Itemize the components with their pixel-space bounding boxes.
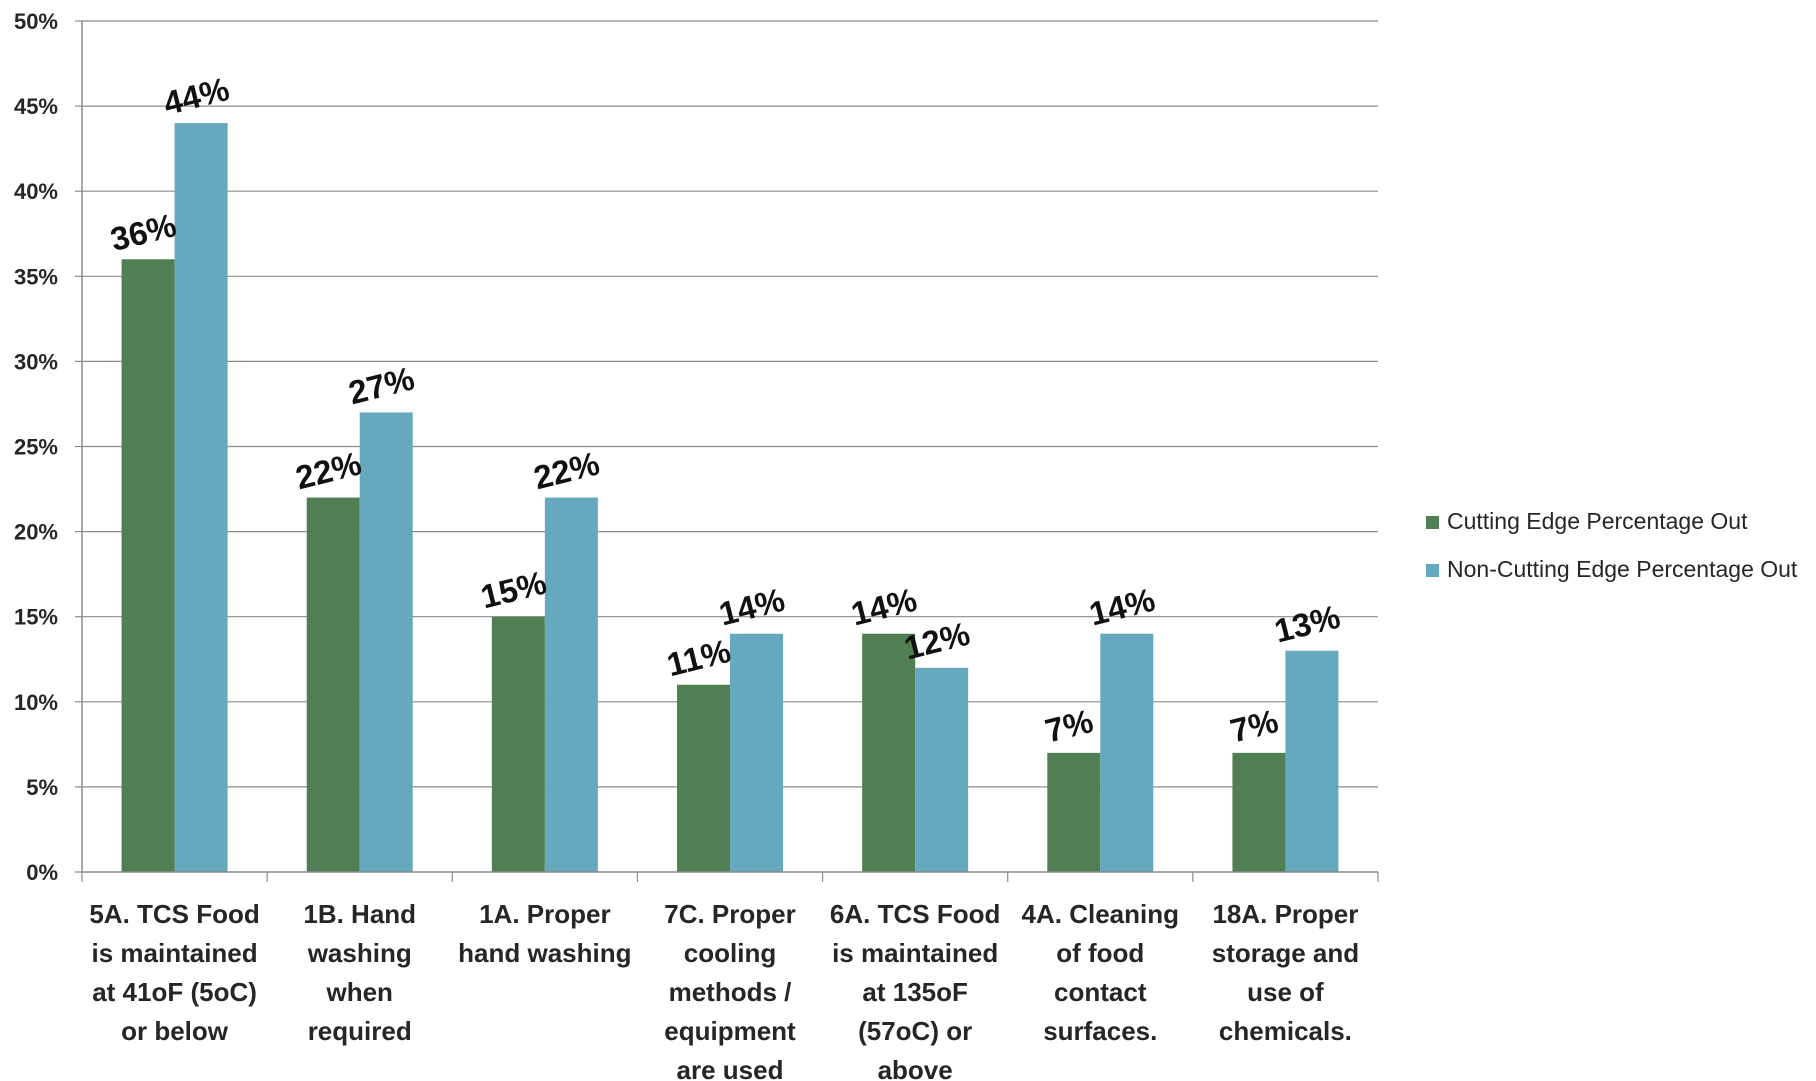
y-tick-label: 0%: [26, 860, 58, 885]
bar-non-cutting-edge: [1285, 650, 1339, 872]
bar-cutting-edge: [1232, 752, 1286, 872]
data-label: 14%: [1085, 581, 1158, 633]
legend-swatch: [1426, 516, 1439, 529]
data-label: 13%: [1271, 598, 1344, 650]
data-label: 22%: [530, 444, 603, 496]
y-tick-labels: 0% 5% 10% 15% 20% 25% 30% 35% 40% 45% 50%: [14, 9, 58, 885]
data-label: 44%: [160, 70, 233, 122]
bar-non-cutting-edge: [174, 123, 228, 873]
data-label: 22%: [292, 444, 365, 496]
y-tick-label: 30%: [14, 349, 58, 374]
bar-cutting-edge: [306, 497, 360, 872]
data-label: 15%: [477, 564, 550, 616]
y-tick-label: 35%: [14, 264, 58, 289]
bar-cutting-edge: [677, 684, 730, 872]
bars: [121, 123, 1339, 873]
legend: Cutting Edge Percentage Out Non-Cutting E…: [1426, 508, 1798, 582]
y-tick-label: 20%: [14, 520, 58, 545]
y-tick-label: 10%: [14, 690, 58, 715]
x-category-label: 6A. TCS Food is maintained at 135oF (57oC) …: [830, 899, 1000, 1081]
legend-label: Cutting Edge Percentage Out: [1447, 508, 1748, 534]
bar-cutting-edge: [1047, 752, 1101, 872]
data-label: 7%: [1227, 702, 1282, 749]
y-tick-label: 40%: [14, 179, 58, 204]
x-category-label: 7C. Proper cooling methods / equipment are u…: [664, 899, 796, 1081]
data-label: 11%: [663, 632, 734, 683]
data-labels: 36%22%15%11%14%7% 7%44%27%22%14%12%14% 13%: [107, 70, 1344, 749]
bar-non-cutting-edge: [1100, 633, 1154, 872]
x-category-labels: 5A. TCS Food is maintained at 41oF (5oC) or…: [89, 899, 1359, 1081]
axes: [75, 20, 1379, 882]
legend-swatch: [1426, 564, 1439, 577]
data-label: 14%: [715, 581, 788, 633]
y-tick-label: 15%: [14, 605, 58, 630]
y-tick-label: 5%: [26, 775, 58, 800]
bar-non-cutting-edge: [915, 667, 969, 872]
bar-non-cutting-edge: [544, 497, 598, 872]
bar-cutting-edge: [862, 633, 916, 872]
y-tick-label: 50%: [14, 9, 58, 34]
data-label: 27%: [345, 359, 418, 411]
x-category-label: 18A. Proper storage and use of chemicals.: [1212, 899, 1359, 1046]
x-category-label: 1A. Proper hand washing: [458, 899, 631, 968]
x-category-label: 1B. Hand washing when required: [303, 899, 416, 1046]
gridlines: [82, 20, 1378, 788]
y-tick-label: 25%: [14, 435, 58, 460]
bar-cutting-edge: [491, 616, 545, 872]
data-label: 7%: [1041, 702, 1096, 749]
x-category-label: 4A. Cleaning of food contact surfaces.: [1022, 899, 1179, 1046]
bar-non-cutting-edge: [359, 412, 413, 872]
data-label: 12%: [900, 615, 973, 667]
bar-non-cutting-edge: [730, 633, 783, 872]
legend-label: Non-Cutting Edge Percentage Out: [1447, 556, 1798, 582]
data-label: 14%: [847, 581, 920, 633]
data-label: 36%: [107, 206, 180, 258]
bar-cutting-edge: [121, 259, 175, 872]
x-category-label: 5A. TCS Food is maintained at 41oF (5oC) or…: [89, 899, 259, 1046]
y-tick-label: 45%: [14, 94, 58, 119]
